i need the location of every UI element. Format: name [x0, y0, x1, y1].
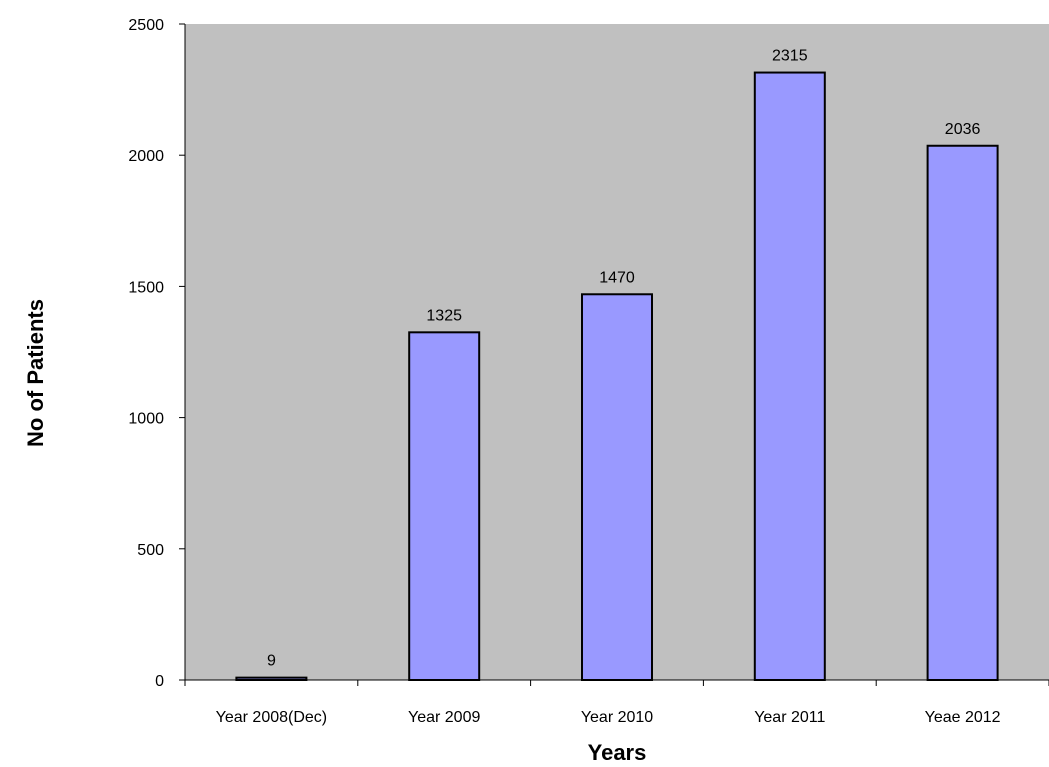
data-labels: 9 1325 1470 2315 2036: [267, 48, 981, 670]
y-tick-label: 2000: [128, 148, 164, 165]
bar: [753, 71, 826, 681]
y-axis-title: No of Patients: [23, 299, 48, 447]
y-tick-label: 1500: [128, 279, 164, 296]
bars: [235, 71, 999, 682]
x-axis-title: Years: [588, 740, 647, 765]
bar: [235, 676, 308, 682]
x-tick-label: Year 2010: [581, 709, 653, 726]
data-label: 2036: [945, 121, 981, 138]
x-axis: Year 2008(Dec) Year 2009 Year 2010 Year 201…: [184, 679, 1049, 726]
x-tick-label: Year 2008(Dec): [216, 709, 327, 726]
y-tick-label: 500: [137, 542, 164, 559]
y-tick-label: 0: [155, 673, 164, 690]
bar: [926, 144, 999, 681]
y-tick-label: 2500: [128, 17, 164, 34]
data-label: 1325: [426, 307, 462, 324]
x-tick-label: Year 2011: [754, 709, 825, 726]
y-tick-label: 1000: [128, 411, 164, 428]
x-tick-label: Year 2009: [408, 709, 480, 726]
y-axis: 0 500 1000 1500 2000 2500: [128, 17, 186, 690]
bar: [581, 293, 653, 681]
data-label: 1470: [599, 269, 635, 286]
data-label: 2315: [772, 48, 808, 65]
x-tick-label: Yeae 2012: [925, 709, 1001, 726]
bar: [408, 331, 481, 681]
data-label: 9: [267, 653, 276, 670]
